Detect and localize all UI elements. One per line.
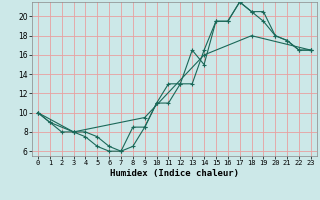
X-axis label: Humidex (Indice chaleur): Humidex (Indice chaleur) xyxy=(110,169,239,178)
